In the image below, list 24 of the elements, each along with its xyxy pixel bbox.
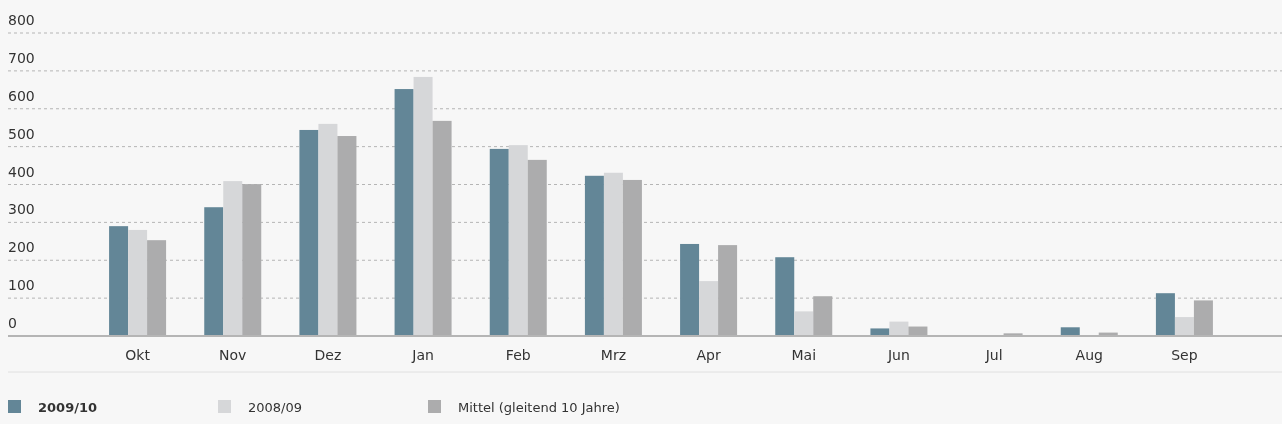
legend-label: 2009/10	[38, 400, 98, 415]
y-tick-label: 0	[8, 315, 17, 331]
x-tick-label: Sep	[1171, 347, 1198, 363]
legend-label: Mittel (gleitend 10 Jahre)	[458, 400, 620, 415]
x-tick-label: Apr	[696, 347, 721, 363]
y-tick-label: 400	[8, 163, 35, 180]
x-tick-label: Okt	[125, 347, 151, 363]
legend-label: 2008/09	[248, 400, 303, 415]
y-tick-label: 800	[8, 12, 35, 28]
y-tick-label: 500	[8, 125, 35, 142]
x-tick-label: Dez	[314, 347, 342, 363]
x-tick-label: Aug	[1075, 347, 1103, 363]
x-tick-label: Mai	[791, 347, 817, 363]
y-tick-label: 700	[8, 49, 35, 66]
y-tick-label: 300	[8, 201, 35, 218]
x-tick-label: Jul	[984, 347, 1003, 363]
x-tick-label: Feb	[505, 347, 531, 363]
y-tick-label: 600	[8, 87, 35, 104]
x-tick-label: Mrz	[600, 347, 627, 363]
y-tick-label: 200	[8, 239, 35, 256]
x-tick-label: Nov	[219, 347, 247, 363]
y-tick-label: 100	[8, 277, 35, 294]
x-tick-label: Jun	[886, 347, 910, 363]
x-tick-label: Jan	[411, 347, 434, 363]
